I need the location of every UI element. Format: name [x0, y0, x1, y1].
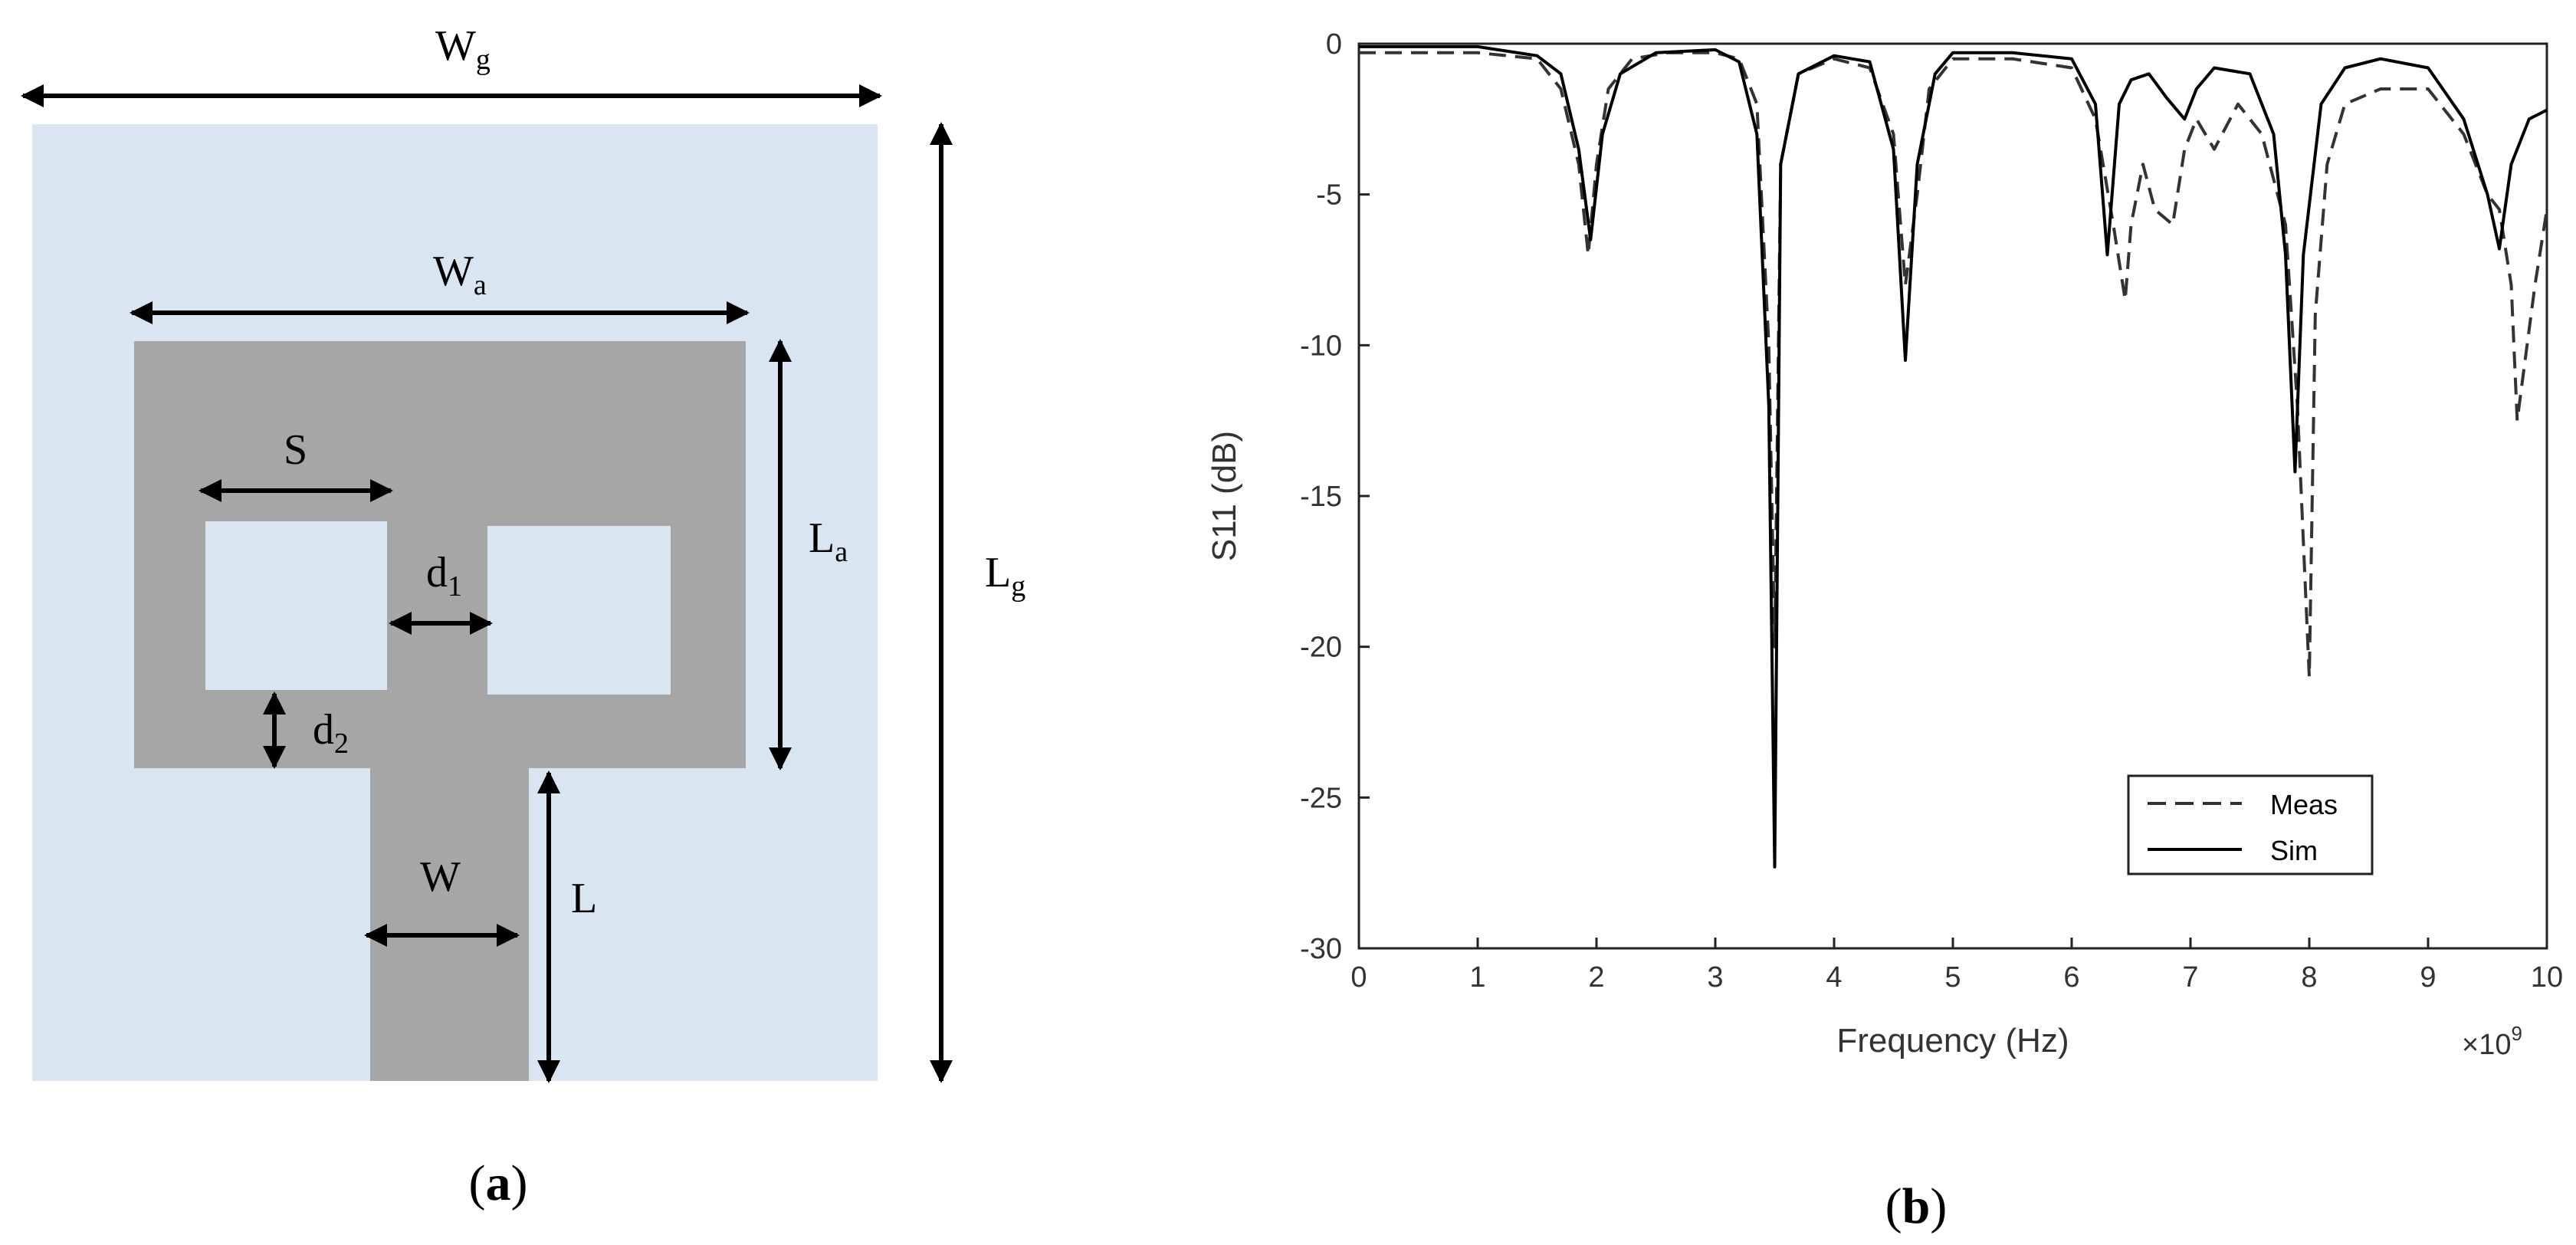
x-axis-title: Frequency (Hz)	[1836, 1022, 2069, 1059]
s11-chart: 0 1 2 3 4 5 6 7 8 9 10 0 -5 -10 -15 -20 -25 -30 Frequency…	[1206, 28, 2563, 1234]
x-tick-label: 5	[1944, 961, 1961, 994]
lg-label: Lg	[985, 549, 1025, 603]
caption-b: (b)	[1885, 1178, 1948, 1234]
y-axis-title: S11 (dB)	[1206, 431, 1243, 561]
legend-box	[2127, 774, 2374, 875]
chart-series	[1359, 44, 2548, 869]
series-line-meas	[1359, 51, 2548, 678]
legend-label-sim: Sim	[2270, 835, 2318, 866]
y-tick-label: -30	[1300, 933, 1342, 965]
x-tick-label: 9	[2420, 961, 2436, 994]
la-label: La	[809, 514, 848, 568]
y-tick-label: 0	[1326, 28, 1342, 61]
y-tick-label: -10	[1300, 330, 1342, 362]
x-tick-label: 2	[1588, 961, 1604, 994]
legend-label-meas: Meas	[2270, 789, 2338, 820]
x-tick-label: 0	[1350, 961, 1367, 994]
chart-ticks: 0 1 2 3 4 5 6 7 8 9 10 0 -5 -10 -15 -20 -25 -30	[1300, 28, 2563, 994]
x-tick-label: 8	[2301, 961, 2317, 994]
s-label: S	[284, 426, 307, 474]
x-tick-label: 6	[2063, 961, 2079, 994]
wg-label: Wg	[435, 22, 491, 76]
x-tick-label: 3	[1707, 961, 1723, 994]
chart-legend: Meas Sim	[2127, 774, 2374, 875]
radiating-patch	[134, 341, 746, 1081]
x-tick-label: 1	[1469, 961, 1485, 994]
y-tick-label: -5	[1316, 179, 1342, 212]
antenna-diagram: Wg Lg Wa La S d1 d2 W L (a)	[20, 22, 1025, 1211]
wa-label: Wa	[433, 248, 487, 301]
x-tick-label: 4	[1826, 961, 1842, 994]
y-tick-label: -20	[1300, 632, 1342, 664]
w-label: W	[420, 853, 461, 901]
series-line-sim	[1359, 44, 2548, 869]
x-tick-label: 7	[2182, 961, 2198, 994]
x-tick-label: 10	[2531, 961, 2563, 994]
x-exponent-label: ×109	[2462, 1022, 2522, 1061]
d1-label: d1	[426, 549, 462, 603]
y-tick-label: -25	[1300, 782, 1342, 814]
l-label: L	[571, 875, 597, 922]
d2-label: d2	[313, 706, 349, 760]
caption-a: (a)	[469, 1155, 528, 1211]
y-tick-label: -15	[1300, 481, 1342, 513]
